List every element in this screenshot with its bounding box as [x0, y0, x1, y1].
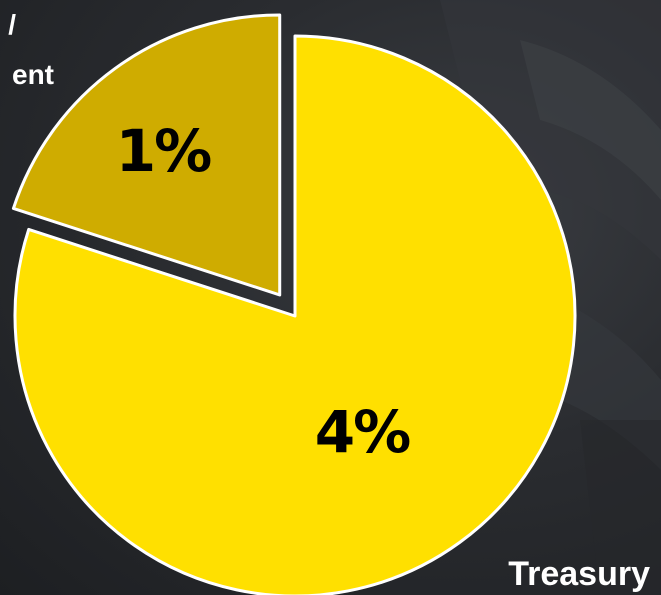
- slice-label-minor: 1%: [116, 117, 211, 185]
- category-label-partial-line2: ent: [12, 59, 54, 90]
- slice-treasury: [13, 34, 577, 595]
- category-label-partial-line1: /: [8, 9, 16, 40]
- slices-layer: [11, 13, 577, 595]
- category-label-treasury: Treasury: [508, 555, 650, 593]
- slice-label-treasury: 4%: [315, 398, 410, 466]
- slice-minor: [11, 13, 282, 297]
